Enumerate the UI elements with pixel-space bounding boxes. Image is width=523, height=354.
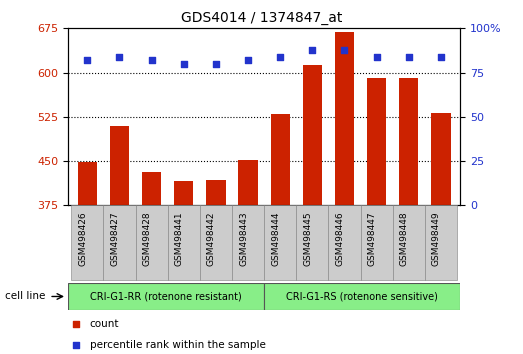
Point bbox=[405, 54, 413, 59]
FancyBboxPatch shape bbox=[360, 205, 393, 280]
Point bbox=[115, 54, 123, 59]
Text: GSM498442: GSM498442 bbox=[207, 211, 216, 266]
FancyBboxPatch shape bbox=[296, 205, 328, 280]
Text: count: count bbox=[89, 319, 119, 329]
FancyBboxPatch shape bbox=[200, 205, 232, 280]
Point bbox=[179, 61, 188, 67]
Point bbox=[340, 47, 349, 52]
Point bbox=[437, 54, 445, 59]
FancyBboxPatch shape bbox=[135, 205, 168, 280]
Text: percentile rank within the sample: percentile rank within the sample bbox=[89, 340, 266, 350]
Text: GSM498445: GSM498445 bbox=[303, 211, 312, 266]
Point bbox=[212, 61, 220, 67]
Point bbox=[83, 57, 92, 63]
Bar bbox=[77, 162, 97, 205]
Text: GSM498446: GSM498446 bbox=[335, 211, 345, 266]
FancyBboxPatch shape bbox=[264, 283, 460, 310]
Point bbox=[308, 47, 316, 52]
FancyBboxPatch shape bbox=[328, 205, 360, 280]
Text: GSM498448: GSM498448 bbox=[400, 211, 409, 266]
FancyBboxPatch shape bbox=[264, 205, 296, 280]
Bar bbox=[367, 79, 386, 205]
Point bbox=[72, 342, 80, 348]
Bar bbox=[110, 126, 129, 205]
FancyBboxPatch shape bbox=[104, 205, 135, 280]
FancyBboxPatch shape bbox=[168, 205, 200, 280]
Text: GSM498449: GSM498449 bbox=[432, 211, 441, 266]
Bar bbox=[270, 114, 290, 205]
Text: CRI-G1-RS (rotenone sensitive): CRI-G1-RS (rotenone sensitive) bbox=[286, 291, 438, 302]
Text: GSM498428: GSM498428 bbox=[143, 211, 152, 266]
Bar bbox=[142, 172, 161, 205]
Text: GSM498443: GSM498443 bbox=[239, 211, 248, 266]
Text: GSM498426: GSM498426 bbox=[78, 211, 87, 266]
Text: GSM498447: GSM498447 bbox=[368, 211, 377, 266]
Text: CRI-G1-RR (rotenone resistant): CRI-G1-RR (rotenone resistant) bbox=[90, 291, 242, 302]
Point bbox=[244, 57, 252, 63]
Point bbox=[147, 57, 156, 63]
Text: GDS4014 / 1374847_at: GDS4014 / 1374847_at bbox=[181, 11, 342, 25]
Text: GSM498444: GSM498444 bbox=[271, 211, 280, 266]
Bar bbox=[174, 181, 194, 205]
Point bbox=[372, 54, 381, 59]
Bar bbox=[335, 33, 354, 205]
Point bbox=[72, 321, 80, 327]
FancyBboxPatch shape bbox=[393, 205, 425, 280]
FancyBboxPatch shape bbox=[232, 205, 264, 280]
Point bbox=[276, 54, 285, 59]
Bar bbox=[431, 113, 451, 205]
FancyBboxPatch shape bbox=[71, 205, 104, 280]
FancyBboxPatch shape bbox=[68, 283, 264, 310]
Bar bbox=[206, 180, 225, 205]
FancyBboxPatch shape bbox=[425, 205, 457, 280]
Bar bbox=[238, 160, 258, 205]
Text: GSM498427: GSM498427 bbox=[110, 211, 119, 266]
Text: GSM498441: GSM498441 bbox=[175, 211, 184, 266]
Text: cell line: cell line bbox=[5, 291, 46, 302]
Bar bbox=[399, 79, 418, 205]
Bar bbox=[303, 65, 322, 205]
